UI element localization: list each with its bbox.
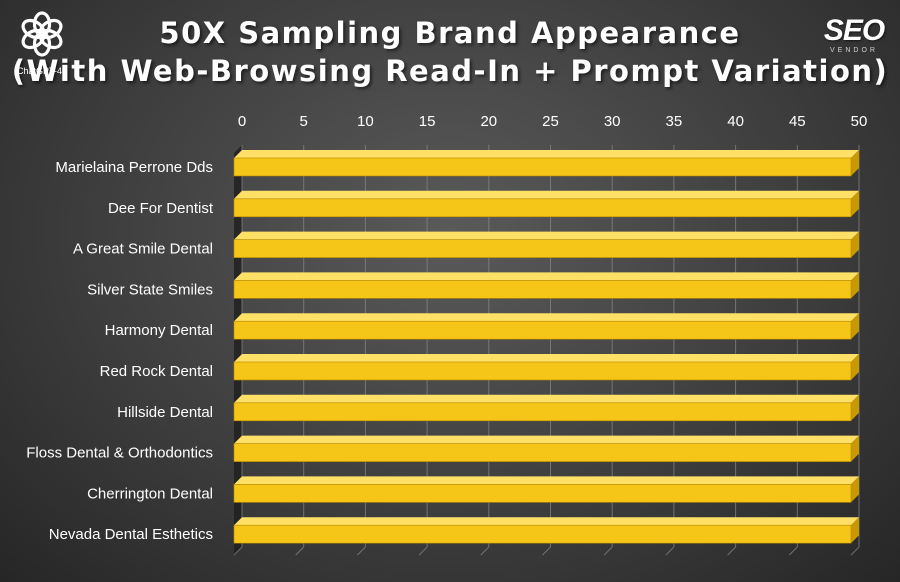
bar bbox=[233, 150, 859, 177]
bar-top-face bbox=[234, 190, 859, 199]
bar-top-face bbox=[234, 354, 859, 362]
x-tick-label: 15 bbox=[419, 113, 436, 130]
bars bbox=[233, 150, 859, 544]
gridline-floor bbox=[480, 546, 490, 556]
gridline-floor bbox=[542, 546, 551, 556]
bar-side-face bbox=[851, 150, 859, 176]
x-tick-label: 50 bbox=[851, 113, 868, 130]
x-tick-label: 35 bbox=[666, 113, 683, 130]
bar-side-face bbox=[851, 476, 859, 503]
bar-side-face bbox=[851, 190, 859, 217]
bar-front-face bbox=[233, 320, 852, 340]
bar bbox=[233, 313, 859, 340]
bar-top-face bbox=[234, 435, 859, 444]
category-label: Nevada Dental Esthetics bbox=[49, 526, 213, 543]
bar-front-face bbox=[233, 239, 852, 258]
bar-front-face bbox=[233, 484, 852, 503]
category-label: Marielaina Perrone Dds bbox=[55, 159, 213, 176]
bar-side-face bbox=[851, 313, 859, 340]
bar bbox=[233, 517, 859, 544]
bar-top-face bbox=[234, 517, 859, 526]
x-tick-label: 0 bbox=[238, 113, 246, 130]
x-axis-ticks: 0 5 10 15 20 25 30 35 40 45 50 bbox=[238, 113, 868, 130]
category-label: Floss Dental & Orthodontics bbox=[26, 445, 213, 462]
bar-front-face bbox=[233, 198, 852, 218]
x-tick-label: 20 bbox=[480, 113, 497, 130]
bar-side-face bbox=[851, 394, 859, 421]
x-tick-label: 40 bbox=[727, 113, 744, 130]
x-tick-label: 10 bbox=[357, 113, 374, 130]
bar-side-face bbox=[851, 231, 859, 258]
category-labels: Marielaina Perrone Dds Dee For Dentist A G… bbox=[26, 159, 214, 543]
gridline-floor bbox=[418, 546, 428, 556]
bar-top-face bbox=[234, 231, 859, 240]
gridline-floor bbox=[788, 546, 798, 556]
bar bbox=[233, 272, 859, 299]
gridline-floor bbox=[295, 546, 305, 556]
bar-top-face bbox=[234, 150, 859, 158]
bar-side-face bbox=[851, 435, 859, 462]
gridline-floor bbox=[233, 546, 243, 556]
category-label: Hillside Dental bbox=[117, 404, 213, 421]
seo-logo-text: SEO bbox=[823, 14, 885, 47]
bar-side-face bbox=[851, 517, 859, 544]
x-tick-label: 45 bbox=[789, 113, 806, 130]
bar-front-face bbox=[233, 524, 852, 544]
bar-side-face bbox=[851, 272, 859, 299]
bar bbox=[233, 476, 859, 503]
bar-front-face bbox=[233, 280, 852, 299]
category-label: Cherrington Dental bbox=[87, 485, 213, 502]
x-tick-label: 5 bbox=[300, 113, 308, 130]
bar bbox=[233, 394, 859, 422]
bar-front-face bbox=[233, 443, 852, 462]
bar-side-face bbox=[851, 354, 859, 380]
gridline-floor bbox=[850, 546, 860, 556]
category-label: Red Rock Dental bbox=[100, 363, 213, 380]
bar bbox=[233, 231, 859, 258]
seo-vendor-logo: SEO VENDOR bbox=[820, 14, 888, 55]
bar bbox=[233, 190, 859, 218]
bar-front-face bbox=[233, 402, 852, 422]
x-tick-label: 25 bbox=[542, 113, 559, 130]
chart-title-line-2: (With Web-Browsing Read-In + Prompt Vari… bbox=[11, 54, 889, 88]
gridline-floor bbox=[357, 546, 366, 556]
bar-top-face bbox=[234, 272, 859, 281]
chatgpt-logo: ChatGPT-4o bbox=[14, 8, 70, 76]
bar-front-face bbox=[233, 361, 852, 381]
gridline-floor bbox=[603, 546, 613, 556]
category-label: Harmony Dental bbox=[105, 322, 213, 339]
bar-top-face bbox=[234, 476, 859, 485]
bar bbox=[233, 435, 859, 462]
chart-title-line-1: 50X Sampling Brand Appearance bbox=[159, 16, 741, 50]
bar bbox=[233, 354, 859, 381]
seo-logo-subtext: VENDOR bbox=[830, 47, 878, 54]
gridline-floor bbox=[727, 546, 736, 556]
category-label: Silver State Smiles bbox=[87, 281, 213, 298]
logo-caption: ChatGPT-4o bbox=[16, 66, 68, 76]
x-tick-label: 30 bbox=[604, 113, 621, 130]
gridline-floor bbox=[665, 546, 675, 556]
bar-top-face bbox=[234, 313, 859, 322]
category-label: A Great Smile Dental bbox=[73, 241, 213, 258]
bar-top-face bbox=[234, 394, 859, 403]
bar-front-face bbox=[233, 157, 852, 177]
openai-logo-icon bbox=[21, 11, 63, 57]
category-label: Dee For Dentist bbox=[108, 200, 214, 217]
